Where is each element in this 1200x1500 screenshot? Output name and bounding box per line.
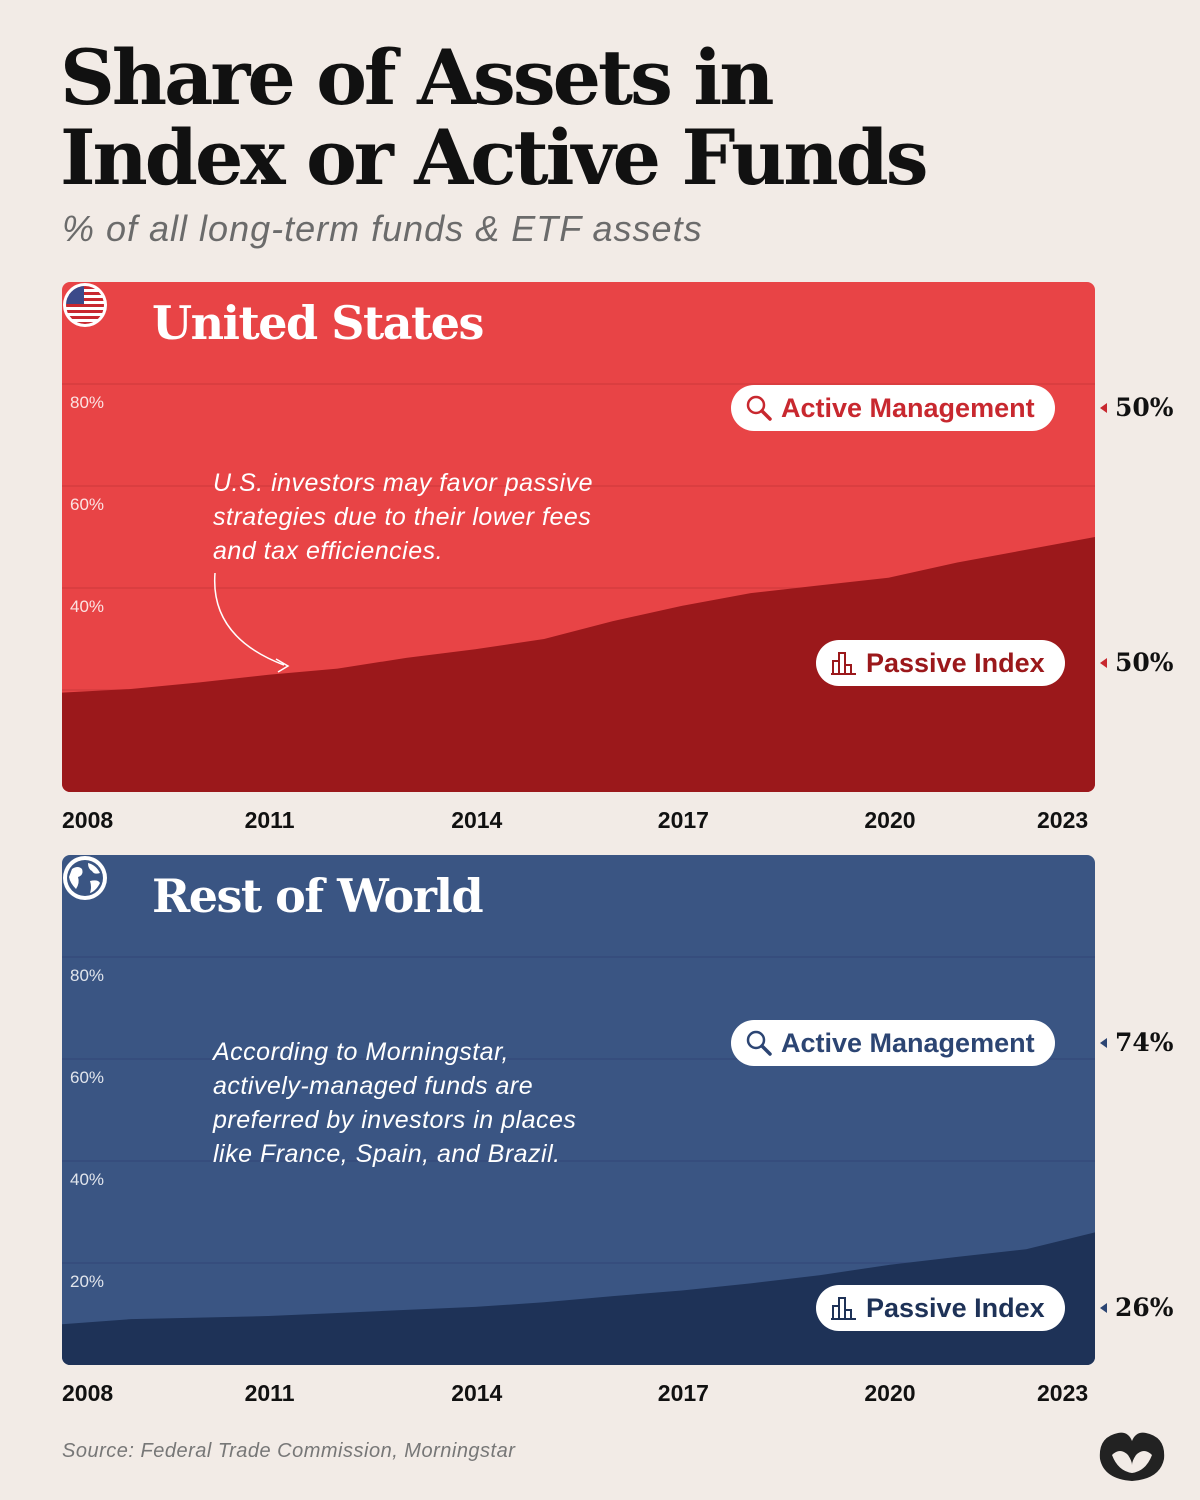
annotation-line: U.S. investors may favor passive — [213, 469, 594, 497]
pill-text: Passive Index — [866, 1292, 1045, 1323]
row-chart-panel: 20% 40% 60% 80% Rest of World According to … — [62, 855, 1095, 1365]
x-tick-label: 2017 — [657, 807, 709, 833]
end-value-text: 26% — [1115, 1293, 1174, 1322]
annotation-line: actively-managed funds are — [213, 1072, 534, 1100]
row-annotation: According to Morningstar, actively-manag… — [213, 1035, 576, 1171]
x-tick-label: 2023 — [1037, 1380, 1089, 1406]
x-tick-label: 2008 — [62, 1380, 114, 1406]
us-annotation: U.S. investors may favor passive strateg… — [213, 466, 593, 568]
annotation-line: strategies due to their lower fees — [213, 503, 592, 531]
x-tick-label: 2011 — [244, 807, 295, 833]
passive-area — [62, 537, 1095, 792]
us-passive-end-value: 50% — [1100, 648, 1174, 677]
row-active-management-label: Active Management — [731, 1020, 1055, 1066]
page-title: Share of Assets in Index or Active Funds — [60, 38, 929, 198]
us-chart-panel: 20%40%60%80% United States U.S. investor… — [62, 282, 1095, 792]
x-tick-label: 2008 — [62, 807, 114, 833]
end-value-text: 74% — [1115, 1028, 1174, 1057]
pill-text: Passive Index — [866, 647, 1045, 678]
y-tick-label: 40% — [70, 597, 104, 616]
row-active-end-value: 74% — [1100, 1028, 1174, 1057]
passive-area — [62, 1232, 1095, 1365]
y-tick-label: 40% — [70, 1170, 104, 1189]
arrowhead-icon — [275, 658, 290, 673]
bar-chart-icon — [831, 1297, 856, 1320]
globe-icon — [63, 856, 107, 900]
pointer-triangle-icon — [1100, 1037, 1107, 1048]
us-panel-title: United States — [152, 296, 484, 350]
x-tick-label: 2020 — [864, 807, 916, 833]
row-panel-title: Rest of World — [152, 869, 484, 923]
row-passive-index-label: Passive Index — [816, 1285, 1065, 1331]
pointer-triangle-icon — [1100, 402, 1107, 413]
annotation-arrow — [213, 572, 285, 666]
annotation-line: According to Morningstar, — [213, 1038, 509, 1066]
x-tick-label: 2017 — [657, 1380, 709, 1406]
pill-text: Active Management — [781, 1027, 1035, 1058]
end-value-text: 50% — [1115, 393, 1174, 422]
subtitle: % of all long-term funds & ETF assets — [62, 208, 703, 249]
title-line-2: Index or Active Funds — [60, 113, 929, 202]
x-tick-label: 2014 — [451, 807, 503, 833]
y-tick-label: 20% — [70, 1272, 104, 1291]
y-tick-label: 60% — [70, 1068, 104, 1087]
row-passive-end-value: 26% — [1100, 1293, 1174, 1322]
title-line-1: Share of Assets in — [60, 33, 774, 122]
row-chart-svg: 20% 40% 60% 80% — [62, 855, 1095, 1365]
us-active-end-value: 50% — [1100, 393, 1174, 422]
end-value-text: 50% — [1115, 648, 1174, 677]
bar-chart-icon — [831, 652, 856, 675]
magnifier-icon — [746, 1030, 772, 1056]
pill-text: Active Management — [781, 392, 1035, 423]
x-tick-label: 2023 — [1037, 807, 1089, 833]
us-flag-icon — [63, 283, 107, 327]
visual-capitalist-logo-icon — [1099, 1432, 1165, 1481]
source-note: Source: Federal Trade Commission, Mornin… — [62, 1440, 516, 1462]
us-passive-index-label: Passive Index — [816, 640, 1065, 686]
y-tick-label: 80% — [70, 966, 104, 985]
magnifier-icon — [746, 395, 772, 421]
y-tick-label: 60% — [70, 495, 104, 514]
us-chart-svg: 20%40%60%80% — [62, 282, 1095, 792]
us-active-management-label: Active Management — [731, 385, 1055, 431]
x-tick-label: 2020 — [864, 1380, 916, 1406]
annotation-line: like France, Spain, and Brazil. — [213, 1140, 561, 1168]
annotation-line: and tax efficiencies. — [213, 537, 444, 565]
pointer-triangle-icon — [1100, 1302, 1107, 1313]
x-tick-label: 2011 — [244, 1380, 295, 1406]
pointer-triangle-icon — [1100, 657, 1107, 668]
x-tick-label: 2014 — [451, 1380, 503, 1406]
y-tick-label: 80% — [70, 393, 104, 412]
annotation-line: preferred by investors in places — [213, 1106, 577, 1134]
